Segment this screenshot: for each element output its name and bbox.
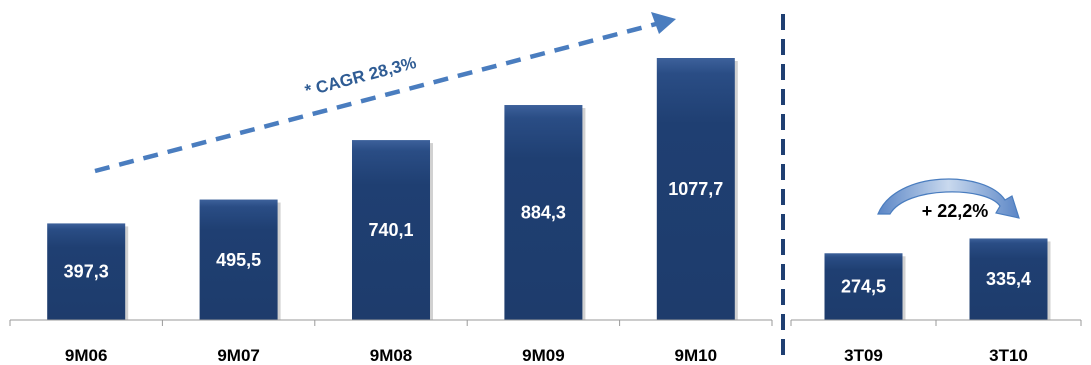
category-label: 9M07	[217, 346, 260, 365]
bar-value-label: 397,3	[64, 262, 109, 282]
category-label: 3T09	[844, 346, 883, 365]
bar-9m07	[199, 199, 278, 320]
bar-3t10	[969, 238, 1048, 320]
cagr-annotation: * CAGR 28,3%	[303, 53, 418, 100]
bar-9m08	[352, 140, 430, 320]
bar-value-label: 495,5	[216, 250, 261, 270]
bar-9m10	[656, 58, 735, 320]
bar-value-label: 884,3	[521, 203, 566, 223]
bar-value-label: 335,4	[986, 269, 1031, 289]
bar-value-label: 274,5	[841, 277, 886, 297]
cagr-trend-arrowhead	[651, 12, 676, 34]
right-chart: 274,5 335,4 3T09 3T10 + 22,2%	[790, 178, 1082, 365]
category-label: 9M10	[675, 346, 718, 365]
left-ticks	[9, 320, 773, 326]
growth-curved-arrow	[877, 178, 1020, 219]
category-label: 3T10	[989, 346, 1028, 365]
left-bars: 397,3 495,5 740,1 884,3 1077,7	[47, 58, 738, 320]
left-category-labels: 9M06 9M07 9M08 9M09 9M10	[65, 346, 717, 365]
bar-9m09	[504, 105, 583, 320]
bar-3t09	[824, 253, 903, 320]
bar-value-label: 740,1	[368, 220, 413, 240]
cagr-trend-arrow-line	[94, 21, 657, 174]
right-ticks	[790, 320, 1082, 326]
growth-annotation: + 22,2%	[922, 201, 989, 221]
right-bars: 274,5 335,4	[824, 238, 1051, 320]
category-label: 9M06	[65, 346, 108, 365]
category-label: 9M08	[370, 346, 413, 365]
right-category-labels: 3T09 3T10	[844, 346, 1028, 365]
bar-value-label: 1077,7	[668, 179, 723, 199]
bar-9m06	[47, 223, 126, 320]
category-label: 9M09	[522, 346, 565, 365]
